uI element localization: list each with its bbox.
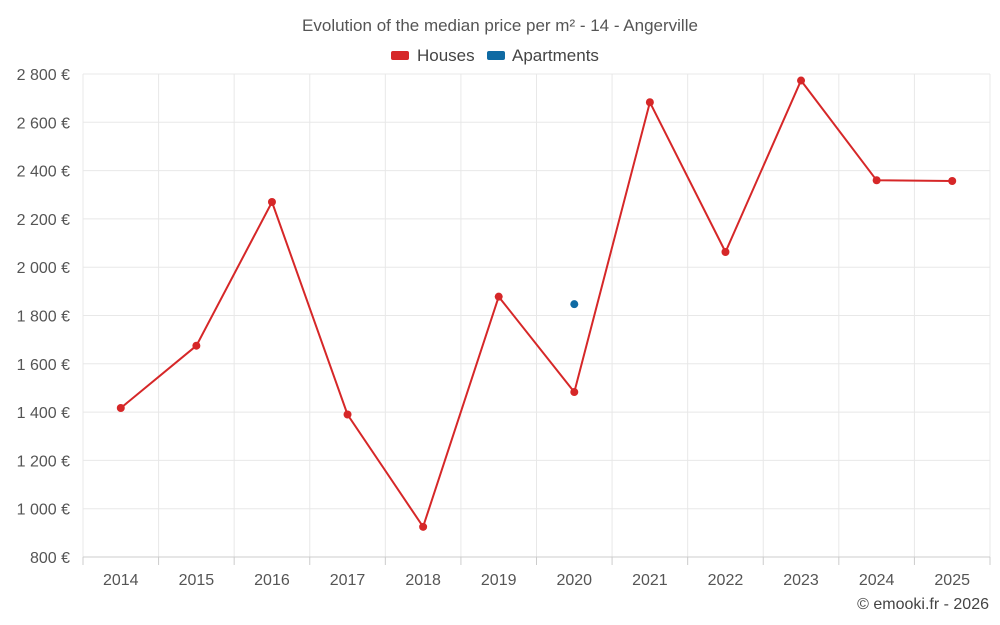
y-tick-label: 800 € [30, 550, 70, 567]
y-tick-label: 2 200 € [17, 212, 70, 229]
y-tick-label: 1 600 € [17, 357, 70, 374]
y-tick-label: 2 600 € [17, 115, 70, 132]
y-axis: 800 € 1 000 € 1 200 € 1 400 € 1 600 € 1 800 €… [17, 67, 70, 567]
x-tick-label: 2015 [179, 572, 215, 589]
x-tick-label: 2017 [330, 572, 366, 589]
chart-title: Evolution of the median price per m² - 1… [302, 16, 698, 35]
data-point-houses[interactable] [343, 410, 352, 419]
y-tick-label: 2 000 € [17, 260, 70, 277]
data-point-apartments[interactable] [570, 300, 579, 309]
data-point-houses[interactable] [948, 176, 957, 185]
legend-swatch-apartments [487, 51, 505, 60]
x-tick-label: 2022 [708, 572, 744, 589]
x-tick-label: 2025 [934, 572, 970, 589]
x-tick-label: 2021 [632, 572, 668, 589]
y-tick-label: 1 000 € [17, 502, 70, 519]
x-tick-label: 2024 [859, 572, 895, 589]
data-point-houses[interactable] [570, 388, 579, 397]
credit-text: © emooki.fr - 2026 [857, 596, 989, 613]
data-point-houses[interactable] [419, 522, 428, 531]
legend: Houses Apartments [391, 46, 599, 65]
series [116, 76, 957, 531]
series-line-houses [120, 78, 953, 530]
data-point-houses[interactable] [192, 341, 201, 350]
data-point-houses[interactable] [116, 403, 125, 412]
legend-label-apartments[interactable]: Apartments [512, 46, 599, 65]
legend-swatch-houses [391, 51, 409, 60]
data-point-houses[interactable] [721, 247, 730, 256]
x-tick-label: 2016 [254, 572, 290, 589]
x-axis: 2014 2015 2016 2017 2018 2019 2020 2021 2022 2023… [82, 556, 991, 589]
y-tick-label: 2 800 € [17, 67, 70, 84]
y-tick-label: 1 200 € [17, 453, 70, 470]
x-tick-label: 2020 [556, 572, 592, 589]
data-point-houses[interactable] [645, 98, 654, 107]
data-point-houses[interactable] [872, 176, 881, 185]
data-point-houses[interactable] [267, 197, 276, 206]
x-tick-label: 2018 [405, 572, 441, 589]
data-point-houses[interactable] [494, 292, 503, 301]
legend-label-houses[interactable]: Houses [417, 46, 475, 65]
y-tick-label: 1 400 € [17, 405, 70, 422]
y-tick-label: 2 400 € [17, 164, 70, 181]
grid [82, 73, 991, 557]
y-tick-label: 1 800 € [17, 309, 70, 326]
x-tick-label: 2019 [481, 572, 517, 589]
x-tick-label: 2023 [783, 572, 819, 589]
x-tick-label: 2014 [103, 572, 139, 589]
data-point-houses[interactable] [797, 76, 806, 85]
